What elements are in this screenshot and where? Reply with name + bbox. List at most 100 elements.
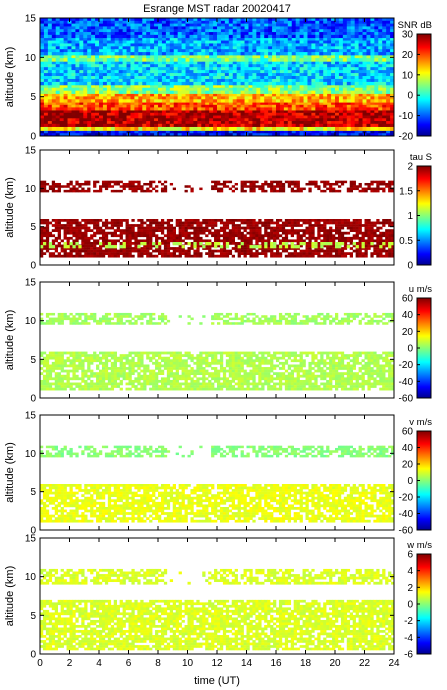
data-cell bbox=[160, 219, 165, 222]
snr-cell bbox=[87, 67, 92, 71]
snr-cell bbox=[354, 43, 359, 47]
data-cell bbox=[270, 249, 274, 253]
snr-cell bbox=[264, 90, 269, 94]
snr-cell bbox=[114, 29, 120, 33]
snr-cell bbox=[327, 96, 332, 100]
snr-cell bbox=[303, 118, 308, 122]
snr-cell bbox=[193, 18, 198, 22]
snr-cell bbox=[358, 133, 363, 137]
snr-cell bbox=[315, 93, 320, 97]
snr-cell bbox=[83, 34, 88, 39]
snr-cell bbox=[354, 126, 359, 131]
snr-cell bbox=[378, 70, 383, 74]
snr-cell bbox=[366, 107, 371, 111]
snr-cell bbox=[189, 76, 194, 80]
snr-cell bbox=[279, 34, 285, 39]
data-cell bbox=[231, 236, 235, 240]
data-cell bbox=[311, 219, 315, 222]
snr-cell bbox=[154, 118, 159, 122]
snr-cell bbox=[134, 112, 139, 116]
data-cell bbox=[355, 221, 359, 225]
snr-cell bbox=[142, 29, 147, 33]
snr-cell bbox=[55, 52, 61, 56]
snr-cell bbox=[193, 102, 198, 106]
snr-cell bbox=[185, 78, 190, 83]
snr-cell bbox=[205, 102, 210, 106]
snr-cell bbox=[169, 54, 175, 59]
snr-cell bbox=[110, 87, 116, 92]
data-cell bbox=[196, 229, 200, 232]
snr-cell bbox=[240, 96, 245, 100]
snr-cell bbox=[55, 99, 61, 103]
snr-cell bbox=[193, 32, 198, 36]
snr-cell bbox=[283, 118, 289, 122]
snr-cell bbox=[362, 64, 367, 68]
snr-cell bbox=[213, 99, 218, 103]
snr-cell bbox=[209, 121, 214, 125]
snr-cell bbox=[307, 29, 312, 33]
snr-cell bbox=[67, 99, 72, 103]
data-cell bbox=[208, 249, 212, 253]
snr-cell bbox=[154, 102, 159, 106]
snr-cell bbox=[181, 18, 186, 22]
snr-cell bbox=[366, 37, 371, 41]
snr-cell bbox=[386, 67, 391, 71]
data-cell bbox=[293, 247, 297, 250]
snr-cell bbox=[358, 96, 363, 100]
snr-cell bbox=[130, 43, 135, 47]
snr-cell bbox=[303, 121, 308, 125]
snr-cell bbox=[327, 130, 332, 134]
snr-cell bbox=[311, 20, 316, 25]
data-cell bbox=[340, 221, 345, 225]
snr-cell bbox=[201, 130, 206, 134]
snr-cell bbox=[71, 18, 76, 22]
snr-cell bbox=[390, 112, 395, 116]
snr-cell bbox=[342, 118, 348, 122]
snr-cell bbox=[146, 18, 151, 22]
snr-cell bbox=[370, 104, 375, 108]
snr-cell bbox=[236, 49, 241, 53]
data-cell bbox=[193, 226, 197, 230]
snr-cell bbox=[338, 96, 344, 100]
snr-cell bbox=[71, 112, 76, 116]
data-cell bbox=[290, 239, 294, 243]
snr-cell bbox=[189, 123, 194, 127]
data-cell bbox=[134, 247, 138, 250]
snr-cell bbox=[40, 123, 45, 127]
snr-cell bbox=[59, 70, 64, 74]
snr-cell bbox=[173, 93, 179, 97]
snr-cell bbox=[75, 130, 80, 134]
snr-cell bbox=[75, 46, 80, 50]
data-cell bbox=[63, 247, 67, 250]
data-cell bbox=[222, 247, 227, 250]
snr-cell bbox=[338, 87, 344, 92]
data-cell bbox=[60, 226, 64, 230]
snr-cell bbox=[197, 18, 202, 22]
snr-cell bbox=[118, 26, 123, 30]
snr-cell bbox=[158, 20, 163, 25]
data-cell bbox=[290, 226, 294, 230]
snr-cell bbox=[118, 29, 123, 33]
snr-cell bbox=[327, 40, 332, 44]
snr-cell bbox=[43, 90, 49, 94]
data-cell bbox=[349, 226, 353, 230]
snr-cell bbox=[201, 87, 206, 92]
snr-cell bbox=[102, 133, 108, 137]
snr-cell bbox=[63, 99, 68, 103]
snr-cell bbox=[158, 73, 163, 77]
snr-cell bbox=[161, 118, 167, 122]
data-cell bbox=[155, 247, 159, 250]
snr-cell bbox=[185, 107, 190, 111]
snr-cell bbox=[232, 37, 238, 41]
data-cell bbox=[388, 229, 392, 232]
snr-cell bbox=[386, 18, 391, 22]
snr-cell bbox=[106, 90, 112, 94]
snr-cell bbox=[287, 102, 293, 106]
snr-cell bbox=[291, 49, 297, 53]
snr-cell bbox=[51, 43, 57, 47]
data-cell bbox=[93, 226, 97, 230]
snr-cell bbox=[338, 34, 344, 39]
snr-cell bbox=[386, 93, 391, 97]
snr-cell bbox=[256, 64, 261, 68]
snr-cell bbox=[138, 70, 143, 74]
